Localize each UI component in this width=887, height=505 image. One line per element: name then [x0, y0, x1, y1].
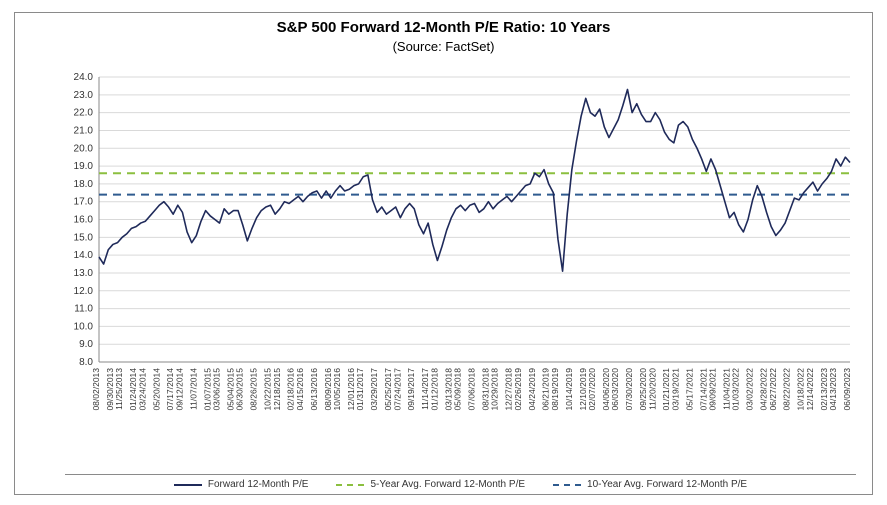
legend-item-forward-pe: Forward 12-Month P/E	[174, 479, 309, 490]
svg-text:12.0: 12.0	[74, 286, 94, 297]
svg-text:05/20/2014: 05/20/2014	[151, 368, 161, 411]
legend-swatch-1	[336, 484, 364, 486]
svg-text:01/31/2017: 01/31/2017	[355, 368, 365, 411]
svg-text:22.0: 22.0	[74, 108, 94, 119]
svg-text:05/17/2021: 05/17/2021	[684, 368, 694, 411]
legend-label-0: Forward 12-Month P/E	[208, 479, 309, 490]
svg-text:07/06/2018: 07/06/2018	[467, 368, 477, 411]
svg-text:8.0: 8.0	[79, 357, 93, 368]
svg-text:11.0: 11.0	[74, 304, 93, 315]
legend-label-2: 10-Year Avg. Forward 12-Month P/E	[587, 479, 747, 490]
svg-text:01/12/2018: 01/12/2018	[429, 368, 439, 411]
svg-text:03/24/2014: 03/24/2014	[137, 368, 147, 411]
svg-text:01/03/2022: 01/03/2022	[731, 368, 741, 411]
svg-text:04/13/2023: 04/13/2023	[828, 368, 838, 411]
chart-subtitle: (Source: FactSet)	[15, 39, 872, 54]
svg-text:10/05/2016: 10/05/2016	[332, 368, 342, 411]
legend-swatch-0	[174, 484, 202, 486]
svg-text:03/19/2021: 03/19/2021	[670, 368, 680, 411]
svg-text:08/02/2013: 08/02/2013	[91, 368, 101, 411]
chart-svg: 8.0 9.0 10.0 11.0 12.0 13.0 14.0 15.0 16.0 17.0 18…	[65, 71, 856, 416]
svg-text:06/03/2020: 06/03/2020	[610, 368, 620, 411]
svg-text:03/02/2022: 03/02/2022	[745, 368, 755, 411]
svg-text:9.0: 9.0	[79, 339, 93, 350]
legend-item-10yr: 10-Year Avg. Forward 12-Month P/E	[553, 479, 747, 490]
svg-text:10/14/2019: 10/14/2019	[564, 368, 574, 411]
svg-text:08/19/2019: 08/19/2019	[550, 368, 560, 411]
svg-text:09/12/2014: 09/12/2014	[174, 368, 184, 411]
svg-text:23.0: 23.0	[74, 90, 94, 101]
svg-text:02/07/2020: 02/07/2020	[587, 368, 597, 411]
svg-text:03/06/2015: 03/06/2015	[212, 368, 222, 411]
svg-text:08/22/2022: 08/22/2022	[782, 368, 792, 411]
svg-text:16.0: 16.0	[74, 215, 94, 226]
chart-container: S&P 500 Forward 12-Month P/E Ratio: 10 Y…	[0, 0, 887, 505]
svg-text:24.0: 24.0	[74, 72, 94, 83]
legend-swatch-2	[553, 484, 581, 486]
svg-text:14.0: 14.0	[74, 250, 94, 261]
chart-frame: S&P 500 Forward 12-Month P/E Ratio: 10 Y…	[14, 12, 873, 495]
svg-text:05/09/2018: 05/09/2018	[453, 368, 463, 411]
legend-item-5yr: 5-Year Avg. Forward 12-Month P/E	[336, 479, 525, 490]
svg-text:12/14/2022: 12/14/2022	[805, 368, 815, 411]
svg-text:10/29/2018: 10/29/2018	[490, 368, 500, 411]
svg-text:21.0: 21.0	[74, 125, 94, 136]
svg-text:06/09/2023: 06/09/2023	[842, 368, 852, 411]
svg-text:09/09/2021: 09/09/2021	[708, 368, 718, 411]
svg-text:06/13/2016: 06/13/2016	[309, 368, 319, 411]
svg-text:07/24/2017: 07/24/2017	[392, 368, 402, 411]
legend-label-1: 5-Year Avg. Forward 12-Month P/E	[370, 479, 525, 490]
svg-text:11/07/2014: 11/07/2014	[188, 368, 198, 410]
svg-text:11/20/2020: 11/20/2020	[647, 368, 657, 410]
svg-text:04/15/2016: 04/15/2016	[295, 368, 305, 411]
svg-text:07/30/2020: 07/30/2020	[624, 368, 634, 411]
svg-text:02/26/2019: 02/26/2019	[513, 368, 523, 411]
svg-text:18.0: 18.0	[74, 179, 94, 190]
svg-text:08/26/2015: 08/26/2015	[249, 368, 259, 411]
svg-text:04/24/2019: 04/24/2019	[527, 368, 537, 411]
chart-title: S&P 500 Forward 12-Month P/E Ratio: 10 Y…	[15, 19, 872, 37]
svg-text:10.0: 10.0	[74, 321, 94, 332]
svg-text:11/25/2013: 11/25/2013	[114, 368, 124, 410]
svg-text:15.0: 15.0	[74, 232, 94, 243]
plot-area: 8.0 9.0 10.0 11.0 12.0 13.0 14.0 15.0 16.0 17.0 18…	[65, 71, 856, 416]
svg-text:17.0: 17.0	[74, 197, 94, 208]
svg-text:13.0: 13.0	[74, 268, 94, 279]
svg-text:12/18/2015: 12/18/2015	[272, 368, 282, 411]
svg-text:20.0: 20.0	[74, 143, 94, 154]
svg-text:03/29/2017: 03/29/2017	[369, 368, 379, 411]
svg-text:09/19/2017: 09/19/2017	[406, 368, 416, 411]
svg-text:06/30/2015: 06/30/2015	[235, 368, 245, 411]
legend: Forward 12-Month P/E 5-Year Avg. Forward…	[65, 474, 856, 490]
svg-text:19.0: 19.0	[74, 161, 94, 172]
svg-text:06/27/2022: 06/27/2022	[768, 368, 778, 411]
